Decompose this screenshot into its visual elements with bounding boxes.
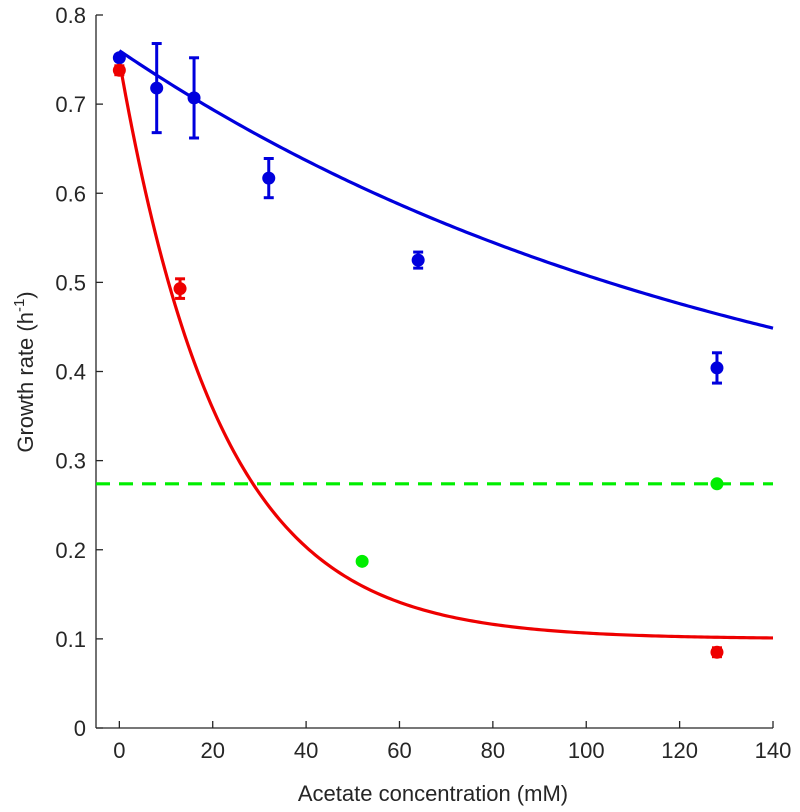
- blue-data-point: [112, 51, 126, 65]
- y-tick-label: 0.5: [55, 270, 86, 295]
- y-axis-title-sup: -1: [11, 299, 28, 312]
- y-tick-label: 0.7: [55, 92, 86, 117]
- data-points: [112, 42, 724, 659]
- x-tick-label: 120: [661, 738, 698, 763]
- axes: 0 20 40 60 80 100 120 140 0 0.1 0.2 0.3 0.4 0.5 0.6 0.7…: [55, 3, 791, 763]
- y-tick-label: 0.6: [55, 181, 86, 206]
- blue-data-point: [262, 171, 276, 185]
- y-axis-title: Growth rate (h-1): [11, 291, 38, 452]
- y-tick-label: 0.4: [55, 360, 86, 385]
- blue-data-point: [150, 81, 164, 95]
- x-tick-label: 60: [387, 738, 411, 763]
- y-tick-label: 0.8: [55, 3, 86, 28]
- x-tick-label: 40: [294, 738, 318, 763]
- x-tick-label: 140: [755, 738, 792, 763]
- blue-data-point: [710, 361, 724, 375]
- x-tick-label: 20: [200, 738, 224, 763]
- green-data-point: [355, 554, 369, 568]
- y-tick-label: 0.3: [55, 449, 86, 474]
- blue-data-point: [187, 91, 201, 105]
- x-tick-label: 0: [113, 738, 125, 763]
- red-data-point: [710, 645, 724, 659]
- y-tick-label: 0.1: [55, 627, 86, 652]
- red-data-point: [173, 282, 187, 296]
- y-tick-label: 0.2: [55, 538, 86, 563]
- x-tick-label: 100: [568, 738, 605, 763]
- fit-lines: [96, 49, 774, 640]
- x-axis-title: Acetate concentration (mM): [298, 781, 568, 806]
- green-data-point: [710, 477, 724, 491]
- red-data-point: [112, 63, 126, 77]
- y-axis-title-main: Growth rate (h: [13, 312, 38, 453]
- y-tick-label: 0: [74, 716, 86, 741]
- y-axis-title-close: ): [13, 291, 38, 298]
- blue-data-point: [411, 253, 425, 267]
- x-tick-label: 80: [481, 738, 505, 763]
- red-fit-curve: [117, 60, 774, 640]
- blue-fit-curve: [118, 49, 774, 330]
